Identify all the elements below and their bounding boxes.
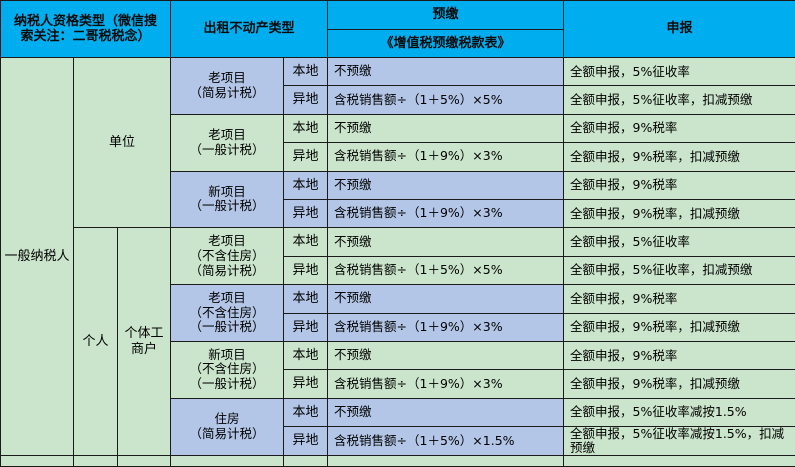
cell-prepay: 含税销售额÷（1＋5%）×1.5% (327, 426, 565, 457)
header-declare: 申报 (563, 0, 795, 58)
empty-cell (0, 455, 74, 467)
empty-cell (283, 455, 329, 467)
table-row: 一般纳税人 单位 老项目 （简易计税） 本地 不预缴 全额申报，5%征收率 (0, 56, 795, 457)
cell-location: 本地 (283, 340, 329, 371)
cell-location: 异地 (283, 426, 329, 457)
table-row: 异地 含税销售额÷（1＋9%）×3% 全额申报，9%税率，扣减预缴 (1, 198, 795, 229)
cell-project: 新项目 （不含住房） （一般计税） (170, 340, 285, 399)
cell-prepay: 含税销售额÷（1＋9%）×3% (327, 369, 565, 399)
cell-project: 老项目 （不含住房） （简易计税） (170, 227, 285, 286)
cell-prepay: 含税销售额÷（1＋9%）×3% (327, 142, 565, 172)
cell-prepay: 含税销售额÷（1＋9%）×3% (327, 198, 565, 229)
cell-location: 本地 (283, 113, 329, 144)
cell-location: 异地 (283, 369, 329, 399)
cell-prepay: 含税销售额÷（1＋5%）×5% (327, 85, 565, 115)
cell-declare: 全额申报，5%征收率 (563, 56, 795, 87)
cell-prepay: 不预缴 (327, 340, 565, 371)
cell-prepay: 含税销售额÷（1＋5%）×5% (327, 255, 565, 286)
empty-cell (563, 455, 795, 467)
empty-cell (73, 455, 118, 467)
header-prepay: 预缴 (327, 0, 565, 30)
header-prepay-form: 《增值税预缴税款表》 (327, 29, 565, 58)
cell-declare: 全额申报，5%征收率 (563, 227, 795, 257)
cell-individual-biz: 个体工 商户 (116, 227, 172, 457)
cell-location: 异地 (283, 85, 329, 115)
cell-declare: 全额申报，5%征收率，扣减预缴 (563, 255, 795, 286)
cell-prepay: 不预缴 (327, 284, 565, 314)
cell-prepay: 不预缴 (327, 56, 565, 87)
table-row: 异地 含税销售额÷（1＋5%）×5% 全额申报，5%征收率，扣减预缴 (1, 85, 795, 115)
cell-declare: 全额申报，9%税率，扣减预缴 (563, 142, 795, 172)
table-row: 老项目 （不含住房） （一般计税） 本地 不预缴 全额申报，9%税率 (1, 284, 795, 342)
partial-bottom-row (0, 455, 795, 467)
empty-cell (116, 455, 172, 467)
cell-declare: 全额申报，9%税率，扣减预缴 (563, 312, 795, 342)
cell-prepay: 不预缴 (327, 170, 565, 200)
cell-prepay: 不预缴 (327, 227, 565, 257)
cell-prepay: 不预缴 (327, 397, 565, 428)
cell-declare: 全额申报，5%征收率，扣减预缴 (563, 85, 795, 115)
cell-project: 老项目 （简易计税） (170, 57, 285, 115)
cell-declare: 全额申报，9%税率 (563, 340, 795, 371)
cell-taxpayer: 一般纳税人 (0, 56, 74, 457)
table-row: 住房 （简易计税） 本地 不预缴 全额申报，5%征收率减按1.5% (1, 397, 795, 457)
header-property-type: 出租不动产类型 (170, 0, 329, 58)
empty-cell (327, 455, 565, 467)
table-row: 异地 含税销售额÷（1＋9%）×3% 全额申报，9%税率，扣减预缴 (1, 142, 795, 172)
table-row: 老项目 （一般计税） 本地 不预缴 全额申报，9%税率 (1, 113, 795, 172)
cell-location: 异地 (283, 255, 329, 286)
table-row: 个人 个体工 商户 老项目 （不含住房） （简易计税） 本地 不预缴 全额申报，… (1, 227, 795, 457)
cell-location: 本地 (283, 170, 329, 200)
cell-location: 本地 (283, 56, 329, 87)
table-row: 异地 含税销售额÷（1＋5%）×5% 全额申报，5%征收率，扣减预缴 (1, 255, 795, 286)
header-row-2: 《增值税预缴税款表》 (1, 29, 795, 58)
cell-declare: 全额申报，9%税率 (563, 170, 795, 200)
cell-project: 新项目 （一般计税） (170, 170, 285, 229)
cell-project: 老项目 （一般计税） (170, 113, 285, 172)
cell-location: 本地 (283, 284, 329, 314)
cell-declare: 全额申报，9%税率 (563, 113, 795, 144)
cell-location: 异地 (283, 142, 329, 172)
empty-cell (170, 455, 285, 467)
cell-declare: 全额申报，9%税率，扣减预缴 (563, 369, 795, 399)
cell-individual: 个人 (73, 227, 118, 457)
cell-location: 异地 (283, 198, 329, 229)
cell-location: 本地 (283, 397, 329, 428)
header-row-1: 纳税人资格类型（微信搜 索关注：二哥税税念） 出租不动产类型 预缴 申报 (0, 0, 795, 58)
cell-prepay: 含税销售额÷（1＋9%）×3% (327, 312, 565, 342)
cell-location: 异地 (283, 312, 329, 342)
cell-project: 老项目 （不含住房） （一般计税） (170, 284, 285, 342)
cell-prepay: 不预缴 (327, 113, 565, 144)
table-row: 异地 含税销售额÷（1＋5%）×1.5% 全额申报，5%征收率减按1.5%，扣减… (1, 426, 795, 457)
table-row: 新项目 （不含住房） （一般计税） 本地 不预缴 全额申报，9%税率 (1, 340, 795, 399)
cell-location: 本地 (283, 227, 329, 257)
table-row: 异地 含税销售额÷（1＋9%）×3% 全额申报，9%税率，扣减预缴 (1, 369, 795, 399)
cell-declare: 全额申报，9%税率 (563, 284, 795, 314)
cell-project: 住房 （简易计税） (170, 397, 285, 457)
cell-unit: 单位 (72, 56, 172, 229)
header-taxpayer-type: 纳税人资格类型（微信搜 索关注：二哥税税念） (0, 0, 172, 58)
cell-declare: 全额申报，9%税率，扣减预缴 (563, 198, 795, 229)
table-row: 新项目 （一般计税） 本地 不预缴 全额申报，9%税率 (1, 170, 795, 229)
cell-declare: 全额申报，5%征收率减按1.5% (563, 397, 795, 428)
cell-declare: 全额申报，5%征收率减按1.5%，扣减预缴 (563, 426, 795, 457)
